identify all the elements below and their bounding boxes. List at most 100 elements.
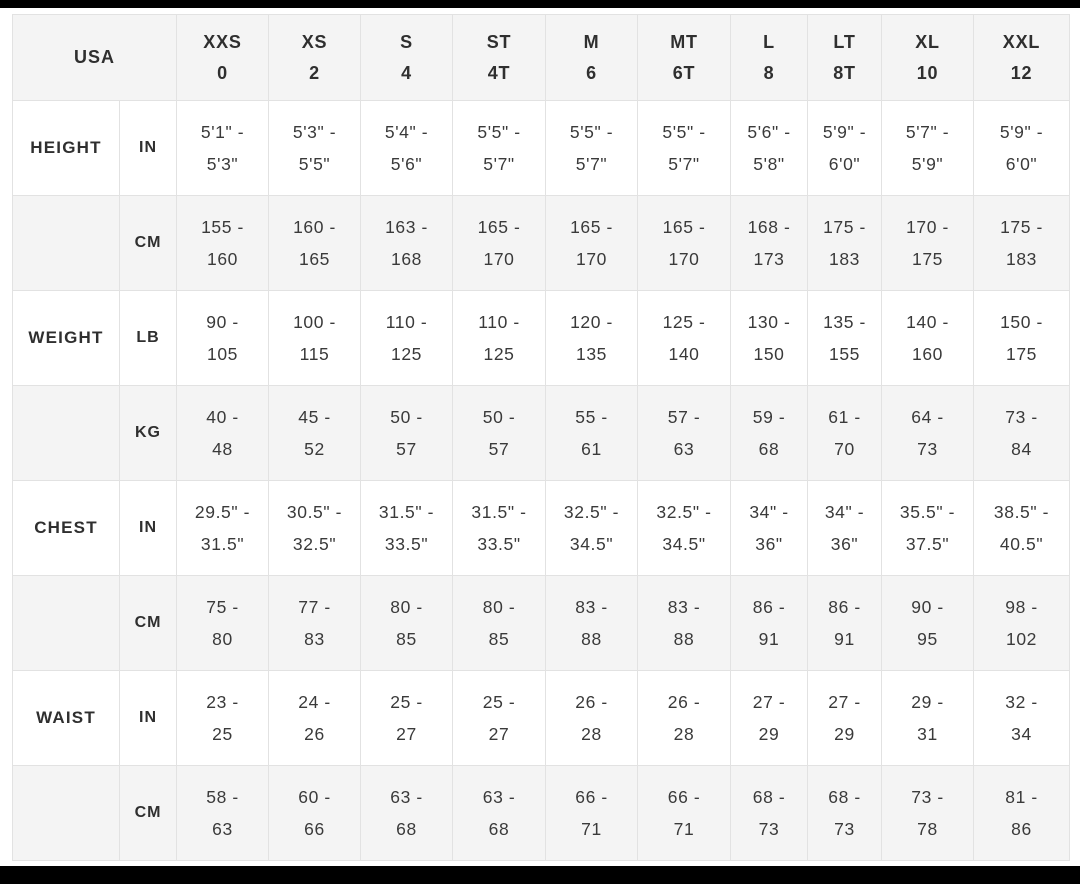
unit-label: CM <box>118 195 178 291</box>
range-cell: 5'3" - 5'5" <box>268 100 362 196</box>
usa-corner-label: USA <box>11 14 178 101</box>
range-cell: 80 - 85 <box>452 575 547 671</box>
range-from: 165 - <box>477 217 521 237</box>
range-from: 98 - <box>1005 597 1038 617</box>
range-to: 27 <box>396 724 417 744</box>
range-from: 32 - <box>1005 692 1038 712</box>
range-cell: 63 - 68 <box>452 765 547 861</box>
range-cell: 125 - 140 <box>637 290 732 386</box>
range-from: 61 - <box>828 407 861 427</box>
range-from: 5'9" - <box>999 122 1044 142</box>
range-from: 63 - <box>390 787 423 807</box>
range-to: 135 <box>576 344 608 364</box>
range-to: 32.5" <box>292 534 337 554</box>
range-from: 155 - <box>201 217 244 237</box>
range-from: 130 - <box>747 312 791 332</box>
range-cell: 110 - 125 <box>360 290 454 386</box>
range-to: 173 <box>753 249 785 269</box>
range-to: 52 <box>304 439 325 459</box>
range-from: 80 - <box>390 597 423 617</box>
range-to: 36" <box>755 534 783 554</box>
range-cell: 38.5" - 40.5" <box>973 480 1071 576</box>
range-to: 73 <box>917 439 938 459</box>
range-cell: 32.5" - 34.5" <box>637 480 732 576</box>
range-to: 34.5" <box>569 534 614 554</box>
range-to: 73 <box>834 819 855 839</box>
range-to: 165 <box>299 249 331 269</box>
size-letter: LT <box>833 31 856 52</box>
size-number: 8 <box>763 62 775 83</box>
measurement-group-label: WEIGHT <box>12 290 120 386</box>
range-from: 110 - <box>385 312 428 332</box>
unit-label: IN <box>118 480 178 576</box>
range-from: 27 - <box>828 692 861 712</box>
range-from: 68 - <box>828 787 861 807</box>
size-letter: MT <box>670 31 698 52</box>
range-to: 175 <box>1006 344 1038 364</box>
unit-label: IN <box>118 100 178 196</box>
range-cell: 86 - 91 <box>730 575 809 671</box>
range-from: 120 - <box>570 312 613 332</box>
range-to: 28 <box>673 724 695 744</box>
range-cell: 50 - 57 <box>452 385 547 481</box>
range-to: 5'7" <box>575 154 608 174</box>
range-to: 6'0" <box>828 154 861 174</box>
range-to: 68 <box>396 819 417 839</box>
range-to: 88 <box>581 629 602 649</box>
range-to: 140 <box>668 344 700 364</box>
range-from: 5'5" - <box>569 122 614 142</box>
range-to: 160 <box>912 344 944 364</box>
range-from: 30.5" - <box>286 502 343 522</box>
range-cell: 40 - 48 <box>176 385 270 481</box>
measurement-group-label: WAIST <box>12 670 120 766</box>
range-to: 37.5" <box>905 534 950 554</box>
range-from: 55 - <box>575 407 608 427</box>
range-to: 95 <box>917 629 938 649</box>
size-header-row: USA XXS 0 XS 2 S 4 ST 4T M 6 MT 6T L 8 LT 8T XL 10 XXL 12 <box>11 14 1071 101</box>
range-cell: 32.5" - 34.5" <box>545 480 639 576</box>
range-cell: 160 - 165 <box>268 195 362 291</box>
range-to: 5'3" <box>206 154 239 174</box>
size-number: 10 <box>916 62 939 83</box>
range-from: 135 - <box>823 312 866 332</box>
size-column-header: XL 10 <box>881 14 975 101</box>
range-from: 24 - <box>298 692 331 712</box>
size-number: 6T <box>672 62 696 83</box>
range-cell: 58 - 63 <box>176 765 270 861</box>
range-to: 5'7" <box>483 154 515 174</box>
range-to: 170 <box>483 249 515 269</box>
range-to: 28 <box>581 724 602 744</box>
range-from: 60 - <box>298 787 331 807</box>
range-to: 183 <box>1006 249 1038 269</box>
range-from: 5'1" - <box>200 122 245 142</box>
range-cell: 29 - 31 <box>881 670 975 766</box>
range-from: 80 - <box>482 597 516 617</box>
range-to: 175 <box>912 249 944 269</box>
measurement-row: CM 75 - 80 77 - 83 80 - 85 80 - 85 83 - 88 83 - 88 86… <box>12 575 1071 671</box>
range-from: 163 - <box>385 217 428 237</box>
range-cell: 140 - 160 <box>881 290 975 386</box>
size-column-header: MT 6T <box>637 14 732 101</box>
range-cell: 55 - 61 <box>545 385 639 481</box>
range-to: 125 <box>483 344 515 364</box>
range-from: 66 - <box>575 787 608 807</box>
range-cell: 34" - 36" <box>730 480 809 576</box>
range-from: 50 - <box>482 407 516 427</box>
range-to: 36" <box>830 534 859 554</box>
range-to: 115 <box>299 344 330 364</box>
range-cell: 5'5" - 5'7" <box>637 100 732 196</box>
range-to: 91 <box>834 629 855 649</box>
measurement-row: KG 40 - 48 45 - 52 50 - 57 50 - 57 55 - 61 57 - 63 59… <box>12 385 1071 481</box>
range-from: 29 - <box>911 692 944 712</box>
range-to: 125 <box>391 344 423 364</box>
range-cell: 155 - 160 <box>176 195 270 291</box>
range-cell: 57 - 63 <box>637 385 732 481</box>
range-cell: 35.5" - 37.5" <box>881 480 975 576</box>
range-from: 168 - <box>747 217 791 237</box>
size-number: 2 <box>309 62 320 83</box>
range-from: 26 - <box>575 692 608 712</box>
range-from: 83 - <box>667 597 701 617</box>
range-from: 5'5" - <box>477 122 521 142</box>
measurement-row: HEIGHT IN 5'1" -5'3" 5'3" -5'5" 5'4" -5'6" 5'… <box>12 100 1071 196</box>
